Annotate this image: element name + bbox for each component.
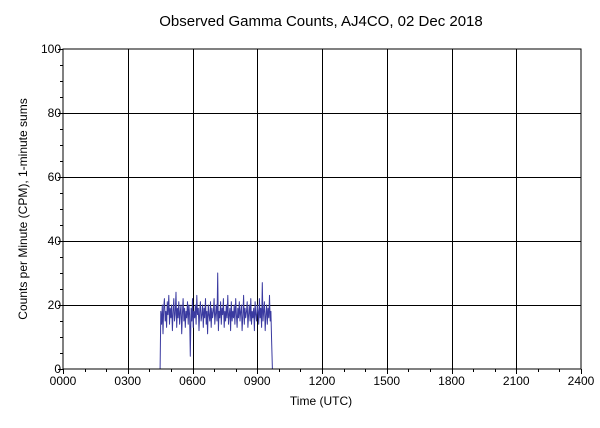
x-axis-label: Time (UTC) <box>290 394 352 408</box>
x-tick-label: 1200 <box>309 374 336 388</box>
x-tick-labels: 0000 0300 0600 0900 1200 1500 1800 2100 2400 <box>50 374 595 388</box>
y-tick-label: 20 <box>48 298 62 312</box>
series-line-0 <box>159 272 273 370</box>
minor-ticks <box>58 49 582 374</box>
series-group <box>159 272 273 370</box>
y-tick-label: 0 <box>54 362 61 376</box>
x-tick-label: 0300 <box>114 374 141 388</box>
x-tick-label: 1800 <box>438 374 465 388</box>
x-tick-label: 0600 <box>179 374 206 388</box>
y-axis-label: Counts per Minute (CPM), 1-minute sums <box>16 98 30 319</box>
x-tick-label: 2100 <box>503 374 530 388</box>
plot-frame <box>62 48 582 370</box>
x-tick-label: 1500 <box>373 374 400 388</box>
y-tick-label: 60 <box>48 170 62 184</box>
x-tick-label: 0900 <box>244 374 271 388</box>
y-tick-label: 40 <box>48 234 62 248</box>
y-tick-label: 100 <box>41 42 61 56</box>
chart-title: Observed Gamma Counts, AJ4CO, 02 Dec 201… <box>159 13 483 30</box>
x-tick-label: 0000 <box>50 374 77 388</box>
y-tick-labels: 0 20 40 60 80 100 <box>41 42 61 376</box>
grid-lines <box>63 49 581 369</box>
x-tick-label: 2400 <box>568 374 595 388</box>
y-tick-label: 80 <box>48 106 62 120</box>
